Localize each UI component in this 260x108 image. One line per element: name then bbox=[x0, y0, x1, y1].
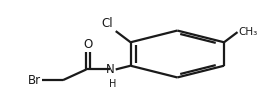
Text: Cl: Cl bbox=[102, 17, 113, 30]
Text: H: H bbox=[109, 79, 116, 89]
Text: CH₃: CH₃ bbox=[239, 27, 258, 37]
Text: N: N bbox=[106, 63, 114, 76]
Text: O: O bbox=[84, 38, 93, 51]
Text: Br: Br bbox=[28, 74, 41, 87]
